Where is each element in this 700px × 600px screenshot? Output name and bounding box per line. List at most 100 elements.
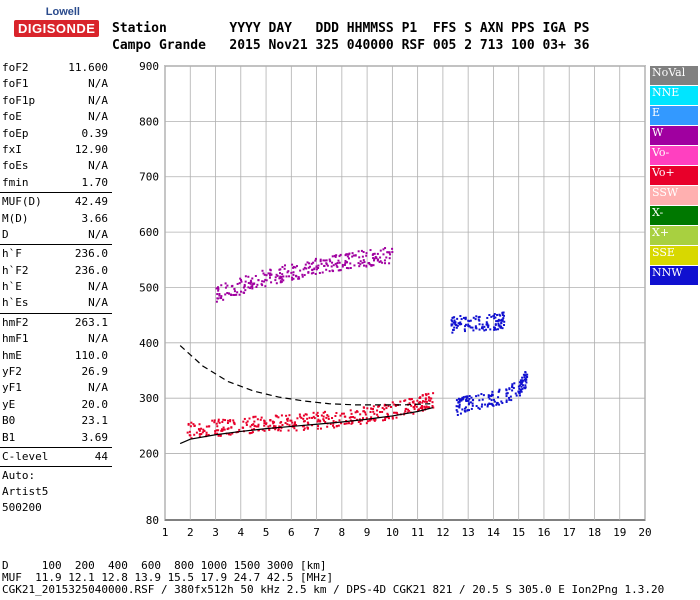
echo-point [315, 265, 318, 268]
echo-point [315, 413, 318, 416]
x-tick-label: 2 [187, 526, 194, 539]
echo-point [384, 418, 387, 421]
echo-point [207, 433, 210, 436]
param-row: yF1 N/A [0, 380, 112, 396]
echo-point [231, 284, 234, 287]
x-tick-label: 16 [537, 526, 550, 539]
echo-point [382, 419, 385, 422]
echo-point [467, 323, 470, 326]
echo-point [240, 279, 243, 282]
echo-point [496, 313, 499, 316]
echo-point [505, 399, 508, 402]
echo-point [508, 387, 511, 390]
param-value: N/A [88, 227, 108, 241]
echo-point [357, 250, 360, 253]
echo-point [382, 248, 385, 251]
echo-point [370, 418, 373, 421]
param-row: foF1 N/A [0, 76, 112, 92]
echo-point [325, 259, 328, 262]
echo-point [509, 395, 512, 398]
echo-point [467, 324, 470, 327]
echo-point [495, 403, 498, 406]
param-value: 12.90 [74, 142, 108, 156]
echo-point [526, 373, 529, 376]
echo-point [424, 406, 427, 409]
echo-point [451, 320, 454, 323]
echo-point [331, 417, 334, 420]
echo-point [404, 408, 407, 411]
echo-point [284, 422, 287, 425]
echo-point [313, 417, 316, 420]
echo-point [464, 410, 467, 413]
echo-point [249, 425, 252, 428]
echo-point [391, 416, 394, 419]
echo-point [471, 402, 474, 405]
echo-point [391, 251, 394, 254]
echo-point [480, 405, 483, 408]
echo-point [300, 416, 303, 419]
echo-point [311, 416, 314, 419]
echo-point [359, 263, 362, 266]
echo-point [423, 400, 426, 403]
echo-point [262, 272, 265, 275]
legend-entry: NNE [650, 86, 698, 105]
echo-point [503, 320, 506, 323]
echo-point [361, 419, 364, 422]
echo-point [427, 392, 430, 395]
echo-point [384, 262, 387, 265]
echo-point [247, 282, 250, 285]
echo-point [256, 418, 259, 421]
echo-point [243, 283, 246, 286]
echo-point [501, 314, 504, 317]
echo-point [217, 286, 220, 289]
echo-point [456, 410, 459, 413]
echo-point [345, 266, 348, 269]
echo-point [455, 399, 458, 402]
echo-point [333, 426, 336, 429]
echo-point [423, 405, 426, 408]
echo-point [451, 316, 454, 319]
param-value: N/A [88, 280, 108, 294]
echo-point [291, 278, 294, 281]
echo-point [490, 402, 493, 405]
echo-point [456, 317, 459, 320]
echo-point [226, 422, 229, 425]
echo-point [351, 255, 354, 258]
echo-point [310, 272, 313, 275]
param-value: 236.0 [74, 263, 108, 277]
echo-point [243, 417, 246, 420]
echo-point [335, 425, 338, 428]
echo-point [391, 401, 394, 404]
echo-point [316, 427, 319, 430]
echo-point [366, 420, 369, 423]
echo-point [200, 427, 203, 430]
echo-point [474, 318, 477, 321]
echo-point [328, 270, 331, 273]
echo-point [226, 292, 229, 295]
echo-point [230, 426, 233, 429]
echo-point [392, 411, 395, 414]
echo-point [464, 395, 467, 398]
echo-point [502, 311, 505, 314]
echo-point [319, 260, 322, 263]
echo-point [383, 408, 386, 411]
echo-point [279, 275, 282, 278]
echo-point [385, 256, 388, 259]
echo-point [467, 403, 470, 406]
echo-point [364, 411, 367, 414]
echo-point [260, 416, 263, 419]
echo-point [308, 262, 311, 265]
echo-point [186, 431, 189, 434]
echo-point [497, 322, 500, 325]
echo-point [506, 392, 509, 395]
echo-point [311, 268, 314, 271]
echo-point [376, 259, 379, 262]
echo-point [271, 420, 274, 423]
param-row: hmF1 N/A [0, 331, 112, 347]
echo-point [282, 275, 285, 278]
echo-point [490, 399, 493, 402]
echo-point [229, 419, 232, 422]
echo-point [275, 273, 278, 276]
echo-point [503, 324, 506, 327]
echo-point [193, 433, 196, 436]
